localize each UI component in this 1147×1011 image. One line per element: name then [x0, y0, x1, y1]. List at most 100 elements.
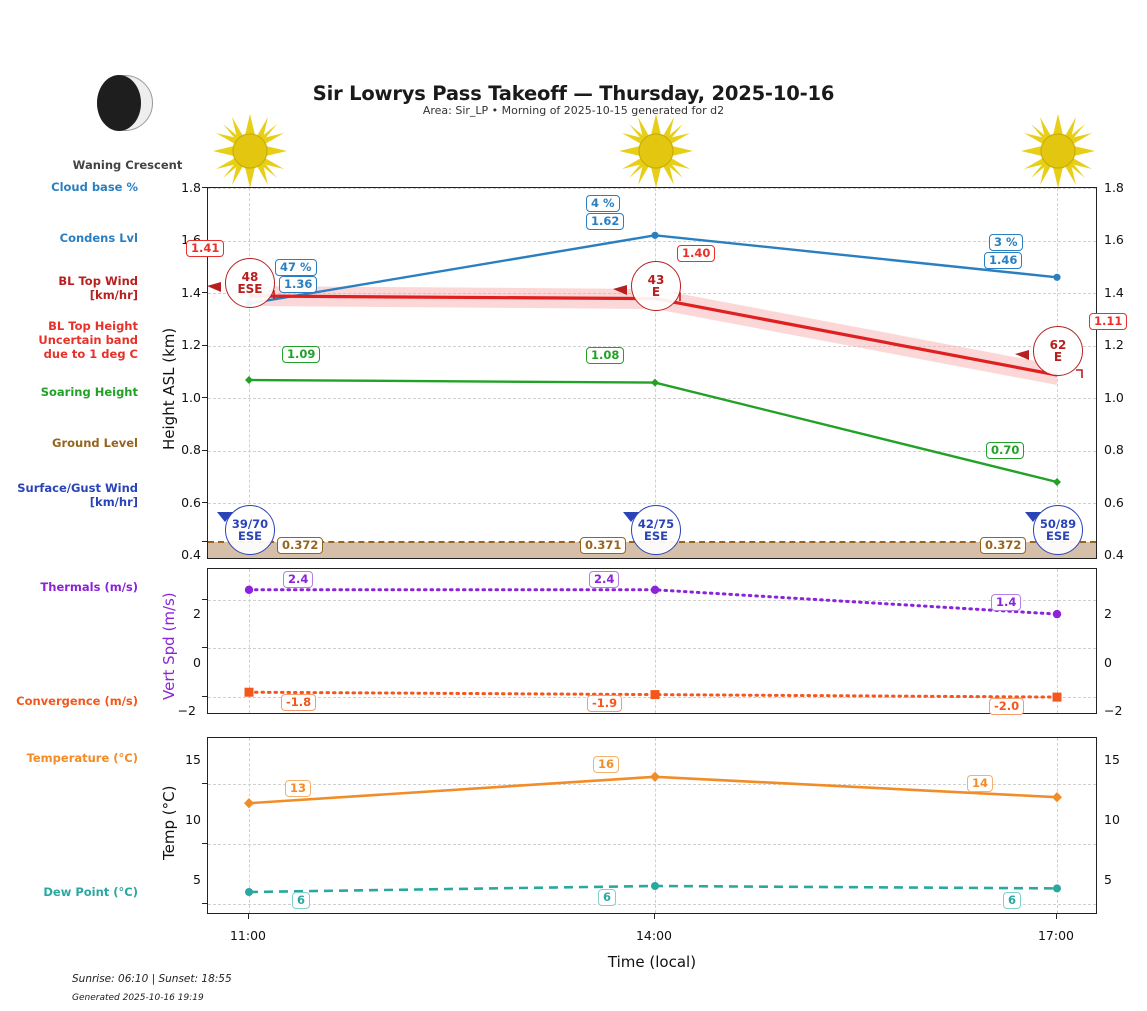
y-tick-0-8-right: 0.8 [1104, 442, 1124, 457]
temperature-panel [207, 737, 1097, 914]
bl-top-wind-marker-1700: 62 E [1033, 326, 1083, 376]
y2-tick-neg2-right: −2 [1104, 703, 1123, 718]
y-tick-1-8-right: 1.8 [1104, 180, 1124, 195]
legend-label-convergence: Convergence (m/s) [16, 694, 138, 708]
y-tick-0-4-left: 0.4 [181, 547, 201, 562]
surface-wind-marker-1400: 42/75 ESE [631, 505, 681, 555]
surface-wind-arrow-1700 [1025, 512, 1041, 522]
legend-label-surface-gust-2: [km/hr] [89, 495, 138, 509]
surface-wind-speed: 50/89 [1039, 517, 1077, 531]
moon-phase-icon [93, 73, 161, 133]
y-tick-1-2-left: 1.2 [181, 337, 201, 352]
generated-timestamp: Generated 2025-10-16 19:19 [72, 993, 204, 1003]
legend-label-bl-top-height-2: Uncertain band [38, 333, 138, 347]
y2-tick-neg2-left: −2 [177, 703, 196, 718]
badge-ground-1400: 0.371 [580, 537, 627, 554]
badge-thermals-1400: 2.4 [589, 571, 620, 588]
badge-condens-1400: 1.62 [586, 213, 625, 230]
badge-bl-top-1700: 1.11 [1089, 313, 1128, 330]
badge-convergence-1700: -2.0 [989, 698, 1025, 715]
y-tick-1-0-right: 1.0 [1104, 390, 1124, 405]
badge-cloud-base-1400: 4 % [586, 195, 620, 212]
badge-soaring-1400: 1.08 [586, 347, 625, 364]
y2-tick-2-right: 2 [1104, 606, 1112, 621]
vertspd-panel-lines [244, 585, 1062, 702]
badge-bl-top-1100: 1.41 [186, 240, 225, 257]
badge-convergence-1100: -1.8 [281, 694, 317, 711]
badge-thermals-1700: 1.4 [991, 594, 1022, 611]
sunrise-sunset-text: Sunrise: 06:10 | Sunset: 18:55 [72, 973, 232, 985]
x-tick-1700: 17:00 [1037, 928, 1075, 943]
badge-temperature-1400: 16 [593, 756, 620, 773]
y3-tick-15-left: 15 [185, 752, 201, 767]
height-panel [207, 187, 1097, 559]
legend-label-soaring-height: Soaring Height [40, 385, 138, 399]
x-tick-1400: 14:00 [635, 928, 673, 943]
sun-icon-1100: 97% [212, 113, 476, 269]
bl-wind-dir: ESE [237, 282, 263, 296]
badge-condens-1100: 1.36 [279, 276, 318, 293]
y3-tick-5-left: 5 [193, 872, 201, 887]
legend-label-cloud-base: Cloud base % [51, 180, 138, 194]
y2-tick-0-left: 0 [193, 655, 201, 670]
badge-ground-1700: 0.372 [980, 537, 1027, 554]
badge-ground-1100: 0.372 [277, 537, 324, 554]
badge-soaring-1700: 0.70 [986, 442, 1025, 459]
bl-wind-dir: E [651, 285, 661, 299]
badge-cloud-base-1700: 3 % [989, 234, 1023, 251]
bl-top-barb-stubs [268, 290, 1083, 378]
y-tick-1-4-left: 1.4 [181, 285, 201, 300]
bl-top-wind-marker-1400: 43 E [631, 261, 681, 311]
x-axis-title: Time (local) [607, 953, 697, 971]
y-tick-0-6-right: 0.6 [1104, 495, 1124, 510]
bl-top-wind-marker-1100: 48 ESE [225, 258, 275, 308]
moon-phase-label: Waning Crescent [72, 158, 183, 172]
bl-wind-speed: 62 [1049, 338, 1067, 352]
legend-label-bl-top-wind-2: [km/hr] [89, 288, 138, 302]
x-tick-1100: 11:00 [229, 928, 267, 943]
surface-wind-speed: 42/75 [637, 517, 675, 531]
legend-label-ground-level: Ground Level [52, 436, 138, 450]
badge-thermals-1100: 2.4 [283, 571, 314, 588]
surface-wind-dir: ESE [1046, 529, 1070, 543]
legend-label-bl-top-height-3: due to 1 deg C [43, 347, 138, 361]
sun-icon-1400: 99% [618, 113, 694, 189]
legend-label-condens-lvl: Condens Lvl [59, 231, 138, 245]
badge-dewpoint-1700: 6 [1003, 892, 1022, 909]
legend-label-temperature: Temperature (°C) [26, 751, 138, 765]
surface-wind-arrow-1100 [217, 512, 233, 522]
bl-wind-speed: 43 [647, 273, 665, 287]
y-tick-1-2-right: 1.2 [1104, 337, 1124, 352]
y-tick-0-4-right: 0.4 [1104, 547, 1124, 562]
badge-dewpoint-1100: 6 [292, 892, 311, 909]
temperature-panel-lines [244, 771, 1062, 896]
bl-wind-arrow-1700 [1015, 350, 1029, 360]
y-tick-1-8-left: 1.8 [181, 180, 201, 195]
sun-icon-1700: 96% [1020, 113, 1096, 189]
y2-tick-2-left: 2 [193, 606, 201, 621]
surface-wind-marker-1100: 39/70 ESE [225, 505, 275, 555]
y3-tick-5-right: 5 [1104, 872, 1112, 887]
page-title: Sir Lowrys Pass Takeoff — Thursday, 2025… [312, 82, 835, 105]
y-tick-1-0-left: 1.0 [181, 390, 201, 405]
badge-temperature-1700: 14 [967, 775, 994, 792]
bl-wind-speed: 48 [241, 270, 259, 284]
y-tick-1-4-right: 1.4 [1104, 285, 1124, 300]
legend-label-bl-top-height-1: BL Top Height [48, 319, 138, 333]
surface-wind-speed: 39/70 [231, 517, 269, 531]
bl-wind-arrow-1100 [207, 282, 221, 292]
badge-dewpoint-1400: 6 [598, 889, 617, 906]
legend-label-surface-gust-1: Surface/Gust Wind [17, 481, 138, 495]
bl-wind-arrow-1400 [613, 285, 627, 295]
badge-cloud-base-1100: 47 % [275, 259, 317, 276]
bl-wind-dir: E [1053, 350, 1063, 364]
badge-temperature-1100: 13 [285, 780, 312, 797]
surface-wind-dir: ESE [644, 529, 668, 543]
y3-tick-10-left: 10 [185, 812, 201, 827]
legend-label-bl-top-wind-1: BL Top Wind [58, 274, 138, 288]
legend-label-dew-point: Dew Point (°C) [43, 885, 138, 899]
y3-tick-15-right: 15 [1104, 752, 1120, 767]
y3-tick-10-right: 10 [1104, 812, 1120, 827]
badge-convergence-1400: -1.9 [587, 695, 623, 712]
legend-label-thermals: Thermals (m/s) [40, 580, 138, 594]
